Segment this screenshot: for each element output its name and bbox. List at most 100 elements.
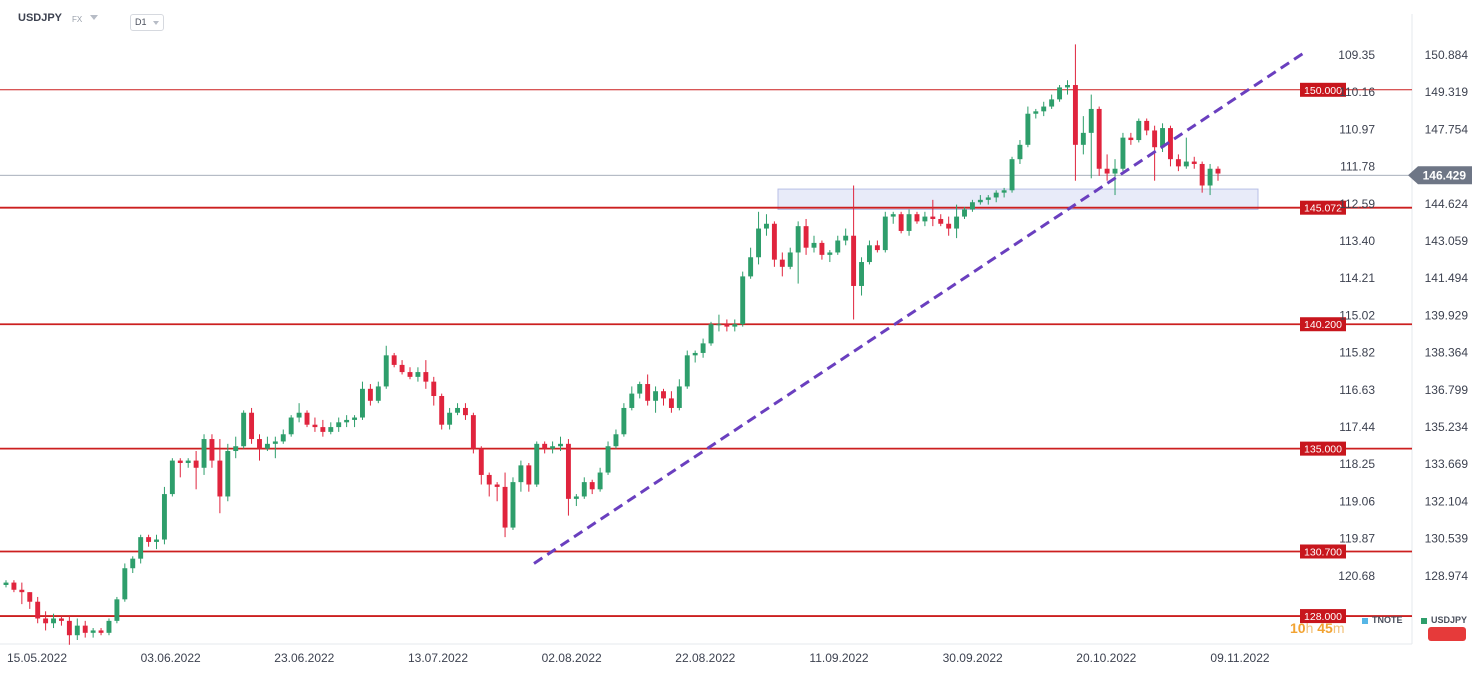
candle (882, 211, 888, 253)
legend-item-usdjpy[interactable]: USDJPY (1421, 615, 1467, 625)
symbol-name[interactable]: USDJPY (18, 12, 63, 24)
candle-body (130, 558, 136, 569)
candle-body (272, 441, 278, 444)
candle-body (233, 446, 239, 452)
candle (518, 460, 524, 492)
candle (732, 319, 738, 332)
candle-body (375, 386, 381, 401)
candle-body (288, 417, 294, 435)
level-label: 150.000 (1304, 85, 1342, 97)
candle-body (312, 424, 318, 428)
candle-body (1183, 161, 1189, 167)
candle (1080, 116, 1086, 155)
candle-body (177, 460, 183, 463)
candle (534, 441, 540, 487)
candle (90, 628, 96, 638)
candle-body (447, 412, 453, 425)
candle (1049, 94, 1055, 109)
candle-body (859, 262, 864, 286)
x-axis[interactable]: 15.05.2022 03.06.2022 23.06.2022 13.07.2022… (7, 651, 1270, 665)
candle-body (716, 324, 722, 326)
candle-body (518, 465, 524, 483)
candle-body (898, 214, 904, 231)
candle (613, 429, 619, 449)
candle (993, 190, 999, 203)
candle-body (1207, 168, 1213, 186)
candle (1199, 161, 1205, 193)
candle-body (1088, 108, 1094, 133)
current-price-tag: 146.429 (1408, 166, 1472, 185)
candle-body (526, 465, 532, 485)
candle-body (1033, 111, 1039, 114)
left-axis-tick-label: 115.02 (1339, 308, 1375, 322)
candle-body (114, 599, 120, 621)
candle-body (637, 384, 643, 394)
x-axis-date-label: 13.07.2022 (408, 651, 468, 665)
candle-body (470, 415, 476, 449)
candle (1041, 101, 1047, 117)
legend-item-tnote[interactable]: TNOTE (1362, 615, 1403, 625)
candle-body (1112, 168, 1118, 174)
candle (1175, 154, 1181, 172)
candle (621, 403, 627, 437)
legend-action-button[interactable] (1428, 627, 1466, 641)
trendline[interactable] (533, 50, 1307, 565)
candle (304, 410, 310, 428)
market-label: FX (72, 15, 83, 24)
candle (906, 209, 912, 236)
candle (550, 441, 556, 454)
left-axis-tick-label: 117.44 (1339, 420, 1375, 434)
trendline-dashed[interactable] (533, 50, 1307, 565)
candle-body (3, 582, 9, 585)
candle (1120, 132, 1126, 172)
right-axis-tick-label: 135.234 (1425, 420, 1469, 434)
candle (954, 204, 960, 239)
candle-body (946, 223, 952, 229)
candle-body (58, 618, 64, 621)
right-axis-tick-label: 141.494 (1425, 271, 1469, 285)
candle (724, 319, 730, 332)
candle-body (1057, 87, 1063, 100)
right-axis[interactable]: 150.884 149.319 147.754 144.624 143.059 141.4… (1425, 48, 1469, 583)
candle (1001, 187, 1007, 198)
candle (605, 441, 611, 475)
candle-body (502, 486, 508, 528)
candle (756, 211, 762, 265)
candle (209, 434, 215, 468)
candle-body (106, 620, 112, 633)
candle (161, 486, 167, 545)
candle (502, 472, 508, 538)
left-axis-tick-label: 110.97 (1339, 122, 1375, 136)
candle-body (1001, 190, 1007, 193)
candle-body (1136, 120, 1142, 141)
candle (217, 439, 223, 514)
left-axis-tick-label: 113.40 (1339, 234, 1375, 248)
current-price-tag-shape (1408, 166, 1472, 185)
candle-body (866, 245, 872, 263)
timeframe-select[interactable]: D1 (130, 14, 164, 31)
candle (407, 367, 413, 380)
candle-body (478, 448, 484, 475)
candle (938, 214, 944, 227)
resistance-zone-box[interactable] (777, 188, 1259, 210)
candle (803, 218, 809, 255)
candle (985, 195, 991, 205)
level-label: 140.200 (1304, 319, 1342, 331)
candle (684, 350, 690, 389)
candle-body (66, 620, 72, 636)
candle (1025, 106, 1031, 148)
symbol-dropdown-chevron-down-icon[interactable] (90, 15, 98, 20)
right-axis-tick-label: 133.669 (1425, 457, 1469, 471)
candle (661, 388, 666, 406)
candle (455, 403, 460, 416)
candle (740, 271, 746, 327)
x-axis-date-label: 03.06.2022 (141, 651, 201, 665)
candle-body (35, 601, 41, 619)
right-axis-tick-label: 149.319 (1425, 85, 1469, 99)
candle (98, 628, 104, 636)
candle-body (779, 259, 785, 267)
candle-body (1104, 168, 1110, 174)
candle (542, 441, 548, 454)
candle (787, 247, 793, 270)
